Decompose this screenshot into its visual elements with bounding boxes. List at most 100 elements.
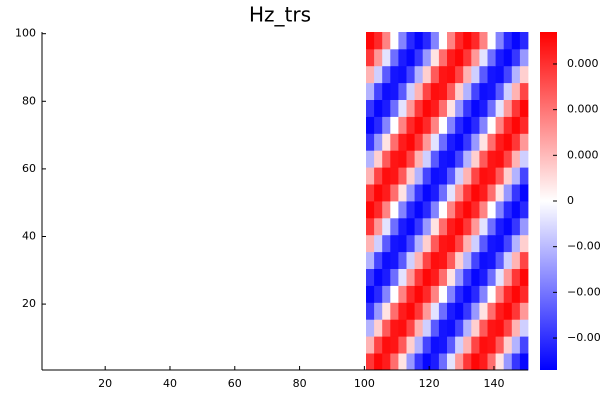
y-tick-label: 80 [22, 94, 36, 107]
heatmap-cell [479, 167, 488, 185]
heatmap-cell [487, 234, 496, 253]
heatmap-cell [398, 201, 407, 219]
x-tick-label: 100 [354, 377, 375, 390]
heatmap-cell [487, 82, 496, 100]
heatmap-cell [519, 82, 529, 100]
heatmap-cell [430, 82, 440, 100]
heatmap-cell [430, 336, 440, 354]
heatmap-cell [414, 201, 424, 219]
heatmap-cell [471, 150, 480, 168]
heatmap-cell [438, 184, 448, 202]
heatmap-cell [390, 32, 399, 50]
heatmap-cell [422, 251, 432, 269]
heatmap-cell [366, 150, 375, 168]
heatmap-cell [406, 302, 415, 320]
heatmap-cell [406, 99, 415, 117]
heatmap-cell [366, 48, 375, 67]
heatmap-cell [374, 133, 383, 151]
heatmap-cell [406, 201, 415, 219]
heatmap-cell [519, 65, 529, 84]
heatmap-cell [414, 336, 424, 354]
heatmap-cell [495, 167, 505, 185]
heatmap-cell [430, 201, 440, 219]
heatmap-cell [479, 268, 488, 286]
heatmap-cell [479, 353, 488, 371]
heatmap-cell [471, 48, 480, 67]
heatmap-cell [463, 336, 472, 354]
heatmap-cell [503, 32, 513, 50]
heatmap-cell [390, 184, 399, 202]
heatmap-cell [382, 99, 391, 117]
heatmap-cell [366, 133, 375, 151]
heatmap-cell [374, 336, 383, 354]
heatmap-cell [438, 217, 448, 236]
heatmap-cell [414, 167, 424, 185]
heatmap-cell [374, 99, 383, 117]
heatmap-cell [511, 133, 521, 151]
heatmap-cell [390, 48, 399, 67]
heatmap-cell [42, 268, 367, 286]
heatmap-cell [495, 116, 505, 134]
heatmap-cell [422, 302, 432, 320]
heatmap-cell [495, 285, 505, 303]
heatmap-cell [447, 268, 456, 286]
heatmap-cell [455, 150, 464, 168]
heatmap-cell [479, 201, 488, 219]
heatmap-cell [447, 217, 456, 236]
heatmap-cell [447, 353, 456, 371]
heatmap-cell [382, 133, 391, 151]
heatmap-cell [487, 201, 496, 219]
heatmap-cell [487, 251, 496, 269]
heatmap-cell [398, 234, 407, 253]
heatmap-cell [503, 48, 513, 67]
heatmap-cell [438, 167, 448, 185]
heatmap-cell [398, 285, 407, 303]
heatmap-cell [471, 302, 480, 320]
heatmap-cell [463, 268, 472, 286]
heatmap-cell [390, 167, 399, 185]
heatmap-cell [414, 251, 424, 269]
heatmap-cell [447, 167, 456, 185]
heatmap-cell [374, 167, 383, 185]
heatmap-cell [519, 336, 529, 354]
heatmap-cell [471, 82, 480, 100]
heatmap-cell [366, 116, 375, 134]
heatmap-cell [382, 150, 391, 168]
x-tick-label: 40 [163, 377, 177, 390]
heatmap-cell [414, 285, 424, 303]
heatmap-cell [374, 32, 383, 50]
heatmap-cell [406, 48, 415, 67]
heatmap-cell [519, 133, 529, 151]
heatmap-cell [414, 82, 424, 100]
heatmap-cell [390, 268, 399, 286]
heatmap-cell [479, 302, 488, 320]
heatmap-cell [422, 336, 432, 354]
heatmap-cell [503, 353, 513, 371]
heatmap-cell [406, 167, 415, 185]
heatmap-cell [455, 133, 464, 151]
heatmap-cell [438, 234, 448, 253]
heatmap-cell [366, 319, 375, 337]
heatmap-cell [374, 268, 383, 286]
heatmap-cell [463, 65, 472, 84]
heatmap-cell [406, 65, 415, 84]
heatmap-cell [463, 285, 472, 303]
heatmap-cell [430, 32, 440, 50]
heatmap-cell [495, 82, 505, 100]
heatmap-cell [42, 336, 367, 354]
heatmap-cell [455, 302, 464, 320]
heatmap-cell [42, 184, 367, 202]
heatmap-cell [511, 167, 521, 185]
heatmap-cell [406, 319, 415, 337]
heatmap-cell [430, 133, 440, 151]
heatmap-cell [503, 234, 513, 253]
heatmap-cell [438, 99, 448, 117]
heatmap-cell [42, 302, 367, 320]
heatmap-cell [495, 302, 505, 320]
heatmap-cell [455, 285, 464, 303]
heatmap-cell [422, 184, 432, 202]
heatmap-cell [374, 234, 383, 253]
heatmap-cell [495, 353, 505, 371]
heatmap-cell [438, 133, 448, 151]
heatmap-cell [422, 353, 432, 371]
